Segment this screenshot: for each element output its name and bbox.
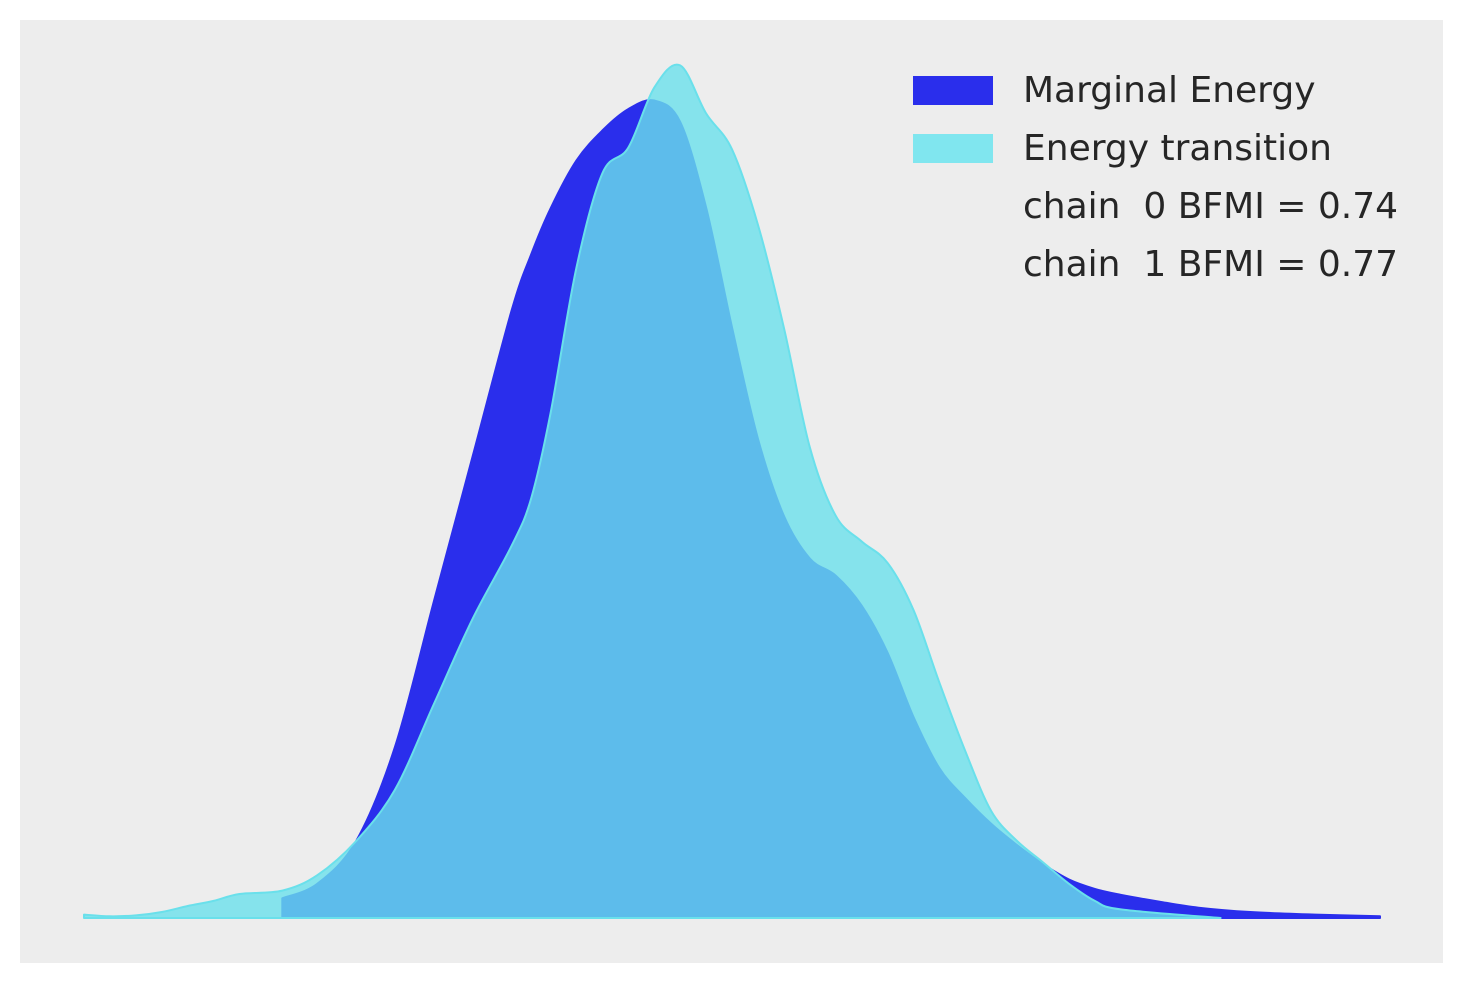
legend-swatch-marginal-energy [913, 76, 993, 105]
legend-label-energy-transition: Energy transition [1023, 128, 1332, 169]
bfmi-chain-1-label: chain 1 BFMI = 0.77 [1023, 244, 1399, 285]
legend-swatch-energy-transition [913, 134, 993, 163]
plot-area: Marginal Energy Energy transition chain … [20, 20, 1443, 963]
energy-transition-area [83, 63, 1222, 919]
bfmi-chain-0-label: chain 0 BFMI = 0.74 [1023, 186, 1399, 227]
energy-density-chart [83, 63, 1381, 919]
legend-label-marginal-energy: Marginal Energy [1023, 70, 1316, 111]
